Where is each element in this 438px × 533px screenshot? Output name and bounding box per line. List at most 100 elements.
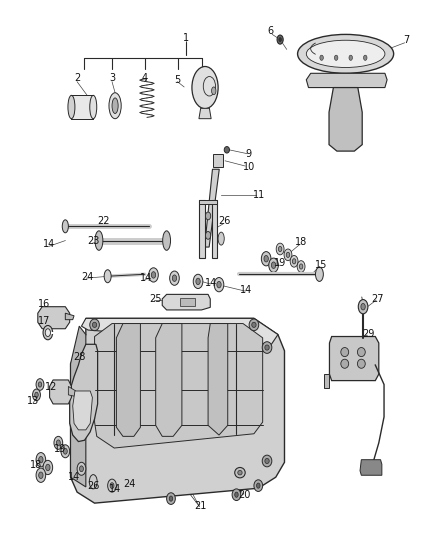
Ellipse shape: [277, 35, 283, 44]
Ellipse shape: [170, 271, 179, 285]
Text: 14: 14: [109, 484, 121, 494]
Text: 23: 23: [87, 236, 99, 246]
Ellipse shape: [276, 243, 284, 255]
Polygon shape: [71, 318, 285, 503]
Ellipse shape: [196, 278, 200, 285]
Ellipse shape: [38, 382, 42, 387]
Polygon shape: [95, 324, 263, 448]
Text: 1: 1: [183, 33, 189, 43]
Ellipse shape: [45, 329, 50, 336]
Ellipse shape: [110, 483, 114, 489]
Text: 10: 10: [243, 161, 255, 172]
Text: 13: 13: [27, 397, 39, 406]
Ellipse shape: [257, 483, 260, 488]
Ellipse shape: [238, 471, 242, 475]
Ellipse shape: [92, 322, 97, 327]
Ellipse shape: [284, 249, 292, 261]
Text: 25: 25: [149, 294, 162, 304]
Ellipse shape: [361, 303, 365, 310]
Polygon shape: [199, 108, 211, 119]
Ellipse shape: [218, 232, 224, 245]
Polygon shape: [71, 326, 86, 487]
Ellipse shape: [349, 55, 353, 60]
Text: 3: 3: [109, 74, 115, 84]
Polygon shape: [306, 74, 387, 87]
Polygon shape: [68, 386, 76, 396]
Polygon shape: [71, 95, 93, 119]
Ellipse shape: [80, 466, 83, 472]
Ellipse shape: [35, 392, 38, 398]
Ellipse shape: [89, 474, 97, 489]
Ellipse shape: [95, 231, 103, 251]
Ellipse shape: [169, 496, 173, 501]
Ellipse shape: [90, 95, 97, 119]
Text: 14: 14: [67, 472, 80, 482]
Ellipse shape: [290, 255, 298, 267]
Text: 14: 14: [205, 278, 217, 288]
Ellipse shape: [68, 95, 75, 119]
Ellipse shape: [252, 322, 256, 327]
Ellipse shape: [262, 342, 272, 353]
Ellipse shape: [264, 255, 268, 262]
Text: 17: 17: [38, 316, 50, 326]
Polygon shape: [212, 200, 217, 258]
Ellipse shape: [46, 464, 50, 471]
Ellipse shape: [39, 456, 43, 463]
Ellipse shape: [357, 348, 365, 357]
Ellipse shape: [217, 281, 221, 288]
Text: 22: 22: [97, 216, 110, 226]
Ellipse shape: [108, 479, 117, 492]
Ellipse shape: [261, 252, 271, 266]
Ellipse shape: [269, 258, 279, 272]
Ellipse shape: [272, 262, 276, 269]
Ellipse shape: [43, 461, 53, 474]
Ellipse shape: [151, 272, 155, 278]
Text: 5: 5: [174, 76, 180, 85]
Ellipse shape: [265, 458, 269, 464]
Ellipse shape: [112, 98, 118, 114]
Ellipse shape: [232, 489, 241, 500]
Ellipse shape: [166, 493, 175, 504]
Text: 19: 19: [53, 445, 66, 454]
Ellipse shape: [358, 300, 368, 314]
Ellipse shape: [77, 462, 86, 475]
Ellipse shape: [62, 220, 68, 233]
Polygon shape: [155, 324, 182, 437]
Ellipse shape: [292, 259, 296, 264]
Ellipse shape: [205, 231, 211, 239]
Text: 28: 28: [73, 352, 85, 362]
Text: 24: 24: [81, 272, 93, 282]
Text: 16: 16: [38, 299, 50, 309]
Ellipse shape: [212, 87, 216, 95]
Ellipse shape: [254, 480, 263, 491]
Polygon shape: [360, 459, 382, 475]
Ellipse shape: [205, 212, 211, 220]
Text: 26: 26: [87, 481, 99, 491]
Ellipse shape: [286, 252, 290, 257]
Ellipse shape: [214, 278, 224, 292]
Text: 15: 15: [314, 260, 327, 270]
Ellipse shape: [193, 274, 203, 288]
Ellipse shape: [320, 55, 323, 60]
Ellipse shape: [192, 67, 218, 109]
Text: 6: 6: [267, 26, 273, 36]
Polygon shape: [329, 336, 379, 381]
Ellipse shape: [297, 261, 305, 272]
Polygon shape: [324, 374, 329, 389]
Ellipse shape: [299, 264, 303, 269]
Text: 4: 4: [142, 74, 148, 84]
Ellipse shape: [162, 231, 170, 251]
Ellipse shape: [36, 378, 44, 390]
Text: 20: 20: [238, 490, 251, 500]
Ellipse shape: [39, 472, 43, 479]
Text: 11: 11: [253, 190, 265, 200]
Polygon shape: [208, 324, 228, 435]
Polygon shape: [38, 306, 70, 329]
Polygon shape: [205, 169, 219, 247]
Polygon shape: [49, 380, 71, 404]
Polygon shape: [180, 298, 195, 306]
Ellipse shape: [43, 326, 53, 340]
Ellipse shape: [357, 359, 365, 368]
Polygon shape: [117, 324, 141, 437]
Polygon shape: [199, 200, 205, 258]
